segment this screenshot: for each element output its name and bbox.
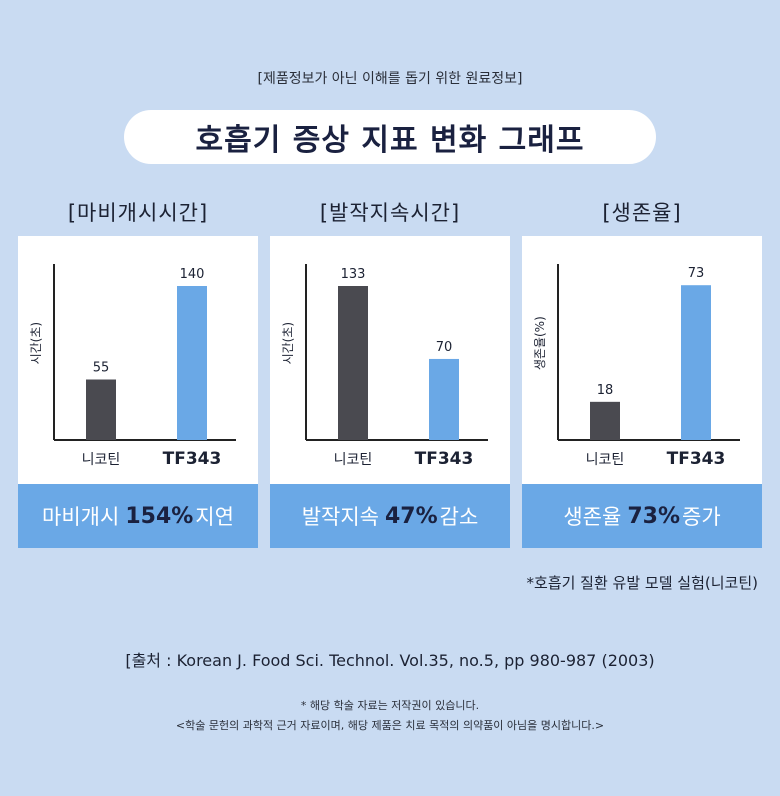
chart-title-onset: [마비개시시간] [67,201,209,225]
summary-prefix: 생존율 [563,505,622,529]
bar-control [590,401,620,440]
category-label: 니코틴 [586,452,625,468]
category-label: TF343 [163,449,222,469]
y-axis-label: 생존율(%) [533,316,547,370]
summary-prefix: 마비개시 [42,505,120,529]
category-label: TF343 [667,449,726,469]
summary-suffix: 증가 [682,505,721,529]
data-label: 133 [341,267,366,282]
bar-control [338,286,368,440]
summary-survival: 생존율 73% 증가 [522,484,762,548]
category-label: 니코틴 [82,452,121,468]
bar-control [86,379,116,440]
summary-duration: 발작지속 47% 감소 [270,484,510,548]
bar-treatment [681,285,711,440]
category-label: 니코틴 [334,452,373,468]
info-notice: [제품정보가 아닌 이해를 돕기 위한 원료정보] [257,71,523,87]
bar-treatment [429,358,459,440]
data-label: 70 [436,340,453,355]
data-label: 18 [597,383,614,398]
chart-survival: 생존율(%) 18 니코틴 73 TF343 [533,264,740,469]
summary-suffix: 감소 [439,505,479,529]
y-axis-label: 시간(초) [281,322,295,364]
page-title-pill: 호흡기 증상 지표 변화 그래프 [124,110,656,164]
summary-onset: 마비개시 154% 지연 [18,484,258,548]
summary-highlight: 154% [125,503,194,529]
chart-card-onset: 시간(초) 55 니코틴 140 TF343 마비개시 154% 지연 [18,236,258,548]
data-label: 73 [688,266,705,281]
bar-treatment [177,286,207,440]
page-title: 호흡기 증상 지표 변화 그래프 [195,123,585,158]
y-axis-label: 시간(초) [29,322,43,364]
data-label: 55 [93,361,110,376]
chart-onset: 시간(초) 55 니코틴 140 TF343 [29,264,236,469]
data-label: 140 [180,267,205,282]
chart-title-duration: [발작지속시간] [319,201,461,225]
copyright-notice: * 해당 학술 자료는 저작권이 있습니다. [300,699,480,712]
summary-highlight: 47% [384,503,438,529]
chart-duration: 시간(초) 133 니코틴 70 TF343 [281,264,488,469]
summary-highlight: 73% [627,503,680,529]
experiment-footnote: *호흡기 질환 유발 모델 실험(니코틴) [526,574,758,592]
source-citation: [출처 : Korean J. Food Sci. Technol. Vol.3… [125,651,655,670]
chart-card-survival: 생존율(%) 18 니코틴 73 TF343 생존율 73% 증가 [522,236,762,548]
chart-card-duration: 시간(초) 133 니코틴 70 TF343 발작지속 47% 감소 [270,236,510,548]
summary-suffix: 지연 [195,505,234,529]
medical-disclaimer: <학술 문헌의 과학적 근거 자료이며, 해당 제품은 치료 목적의 의약품이 … [175,719,605,732]
category-label: TF343 [415,449,474,469]
chart-title-survival: [생존율] [602,201,682,225]
summary-prefix: 발작지속 [301,505,379,529]
